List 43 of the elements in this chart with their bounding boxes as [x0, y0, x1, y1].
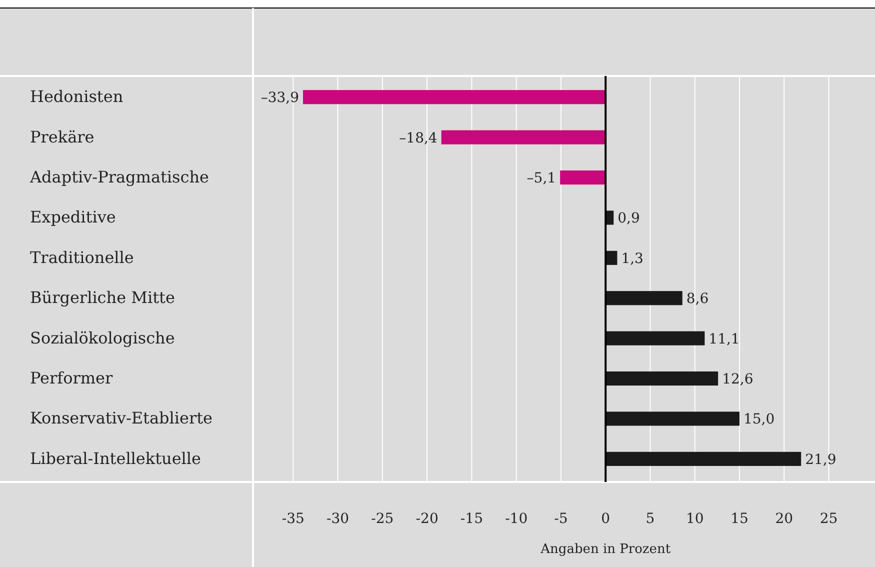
bar	[441, 130, 606, 144]
bar	[606, 250, 618, 265]
x-tick-label: 20	[775, 510, 794, 527]
y-tick-label: Liberal-Intellektuelle	[30, 448, 201, 468]
y-tick-label: Hedonisten	[30, 87, 124, 106]
data-label: 0,9	[618, 210, 640, 227]
y-tick-label: Konservativ-Etablierte	[30, 408, 212, 428]
data-label: –18,4	[399, 130, 438, 146]
y-tick-label: Prekäre	[30, 127, 94, 146]
y-tick-label: Sozialökologische	[30, 328, 175, 348]
bar	[606, 331, 705, 346]
bar	[606, 291, 682, 306]
x-tick-label: -5	[554, 510, 568, 527]
x-tick-label: 10	[686, 510, 704, 527]
x-tick-label: -15	[460, 510, 483, 527]
x-tick-label: 15	[730, 510, 748, 527]
y-tick-label: Bürgerliche Mitte	[30, 288, 175, 308]
data-label: 12,6	[722, 372, 754, 388]
y-tick-label: Adaptiv-Pragmatische	[29, 167, 209, 186]
y-tick-label: Performer	[30, 368, 114, 388]
x-tick-label: -10	[505, 510, 528, 527]
data-label: 15,0	[743, 412, 775, 428]
x-tick-label: -35	[282, 510, 304, 527]
x-axis-title: Angaben in Prozent	[540, 542, 672, 557]
y-tick-label: Expeditive	[30, 208, 116, 227]
x-tick-label: 5	[646, 510, 655, 527]
bar	[606, 371, 718, 386]
bar	[606, 412, 740, 426]
data-label: 21,9	[805, 452, 836, 468]
data-label: 11,1	[708, 331, 740, 348]
x-tick-label: -30	[326, 510, 350, 527]
x-tick-label: 0	[601, 510, 610, 527]
bar	[302, 90, 606, 104]
data-label: 1,3	[621, 250, 644, 267]
data-label: –33,9	[260, 90, 299, 106]
x-tick-label: 25	[820, 510, 838, 527]
x-tick-label: -20	[416, 510, 438, 527]
bar	[560, 170, 606, 185]
x-tick-label: -25	[371, 510, 394, 527]
data-label: 8,6	[686, 291, 709, 308]
data-label: –5,1	[526, 170, 556, 186]
bar	[606, 452, 802, 466]
y-tick-label: Traditionelle	[30, 248, 134, 267]
